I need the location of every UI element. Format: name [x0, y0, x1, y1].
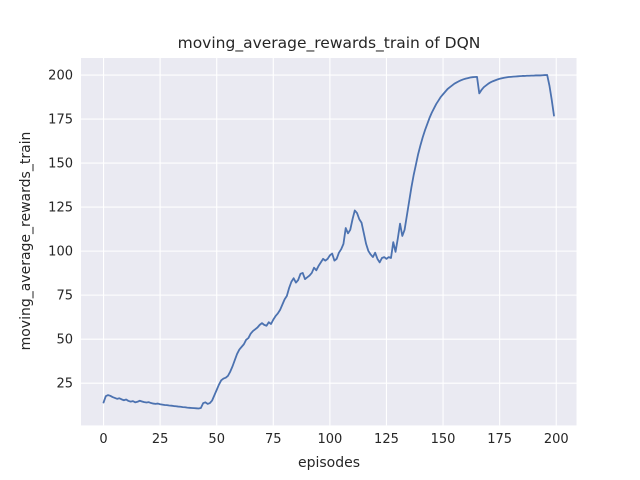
x-tick-label: 25 [152, 432, 169, 447]
x-axis-label: episodes [297, 455, 361, 471]
x-tick-label: 200 [544, 432, 569, 447]
x-tick-label: 175 [487, 432, 512, 447]
x-tick-label: 50 [208, 432, 225, 447]
y-tick-label: 50 [56, 333, 73, 348]
series-line [102, 74, 555, 410]
y-tick-label: 175 [48, 113, 73, 128]
y-tick-label: 200 [48, 69, 73, 84]
x-tick-label: 150 [431, 432, 456, 447]
y-tick-label: 150 [48, 157, 73, 172]
plot-background [81, 58, 577, 426]
y-tick-label: 125 [48, 201, 73, 216]
x-tick-label: 75 [265, 432, 282, 447]
x-tick-label: 0 [99, 432, 107, 447]
chart-title: moving_average_rewards_train of DQN [177, 34, 481, 52]
x-tick-label: 125 [374, 432, 399, 447]
y-tick-label: 75 [56, 289, 73, 304]
y-tick-label: 100 [48, 245, 73, 260]
y-tick-label: 25 [56, 377, 73, 392]
x-tick-label: 100 [317, 432, 342, 447]
